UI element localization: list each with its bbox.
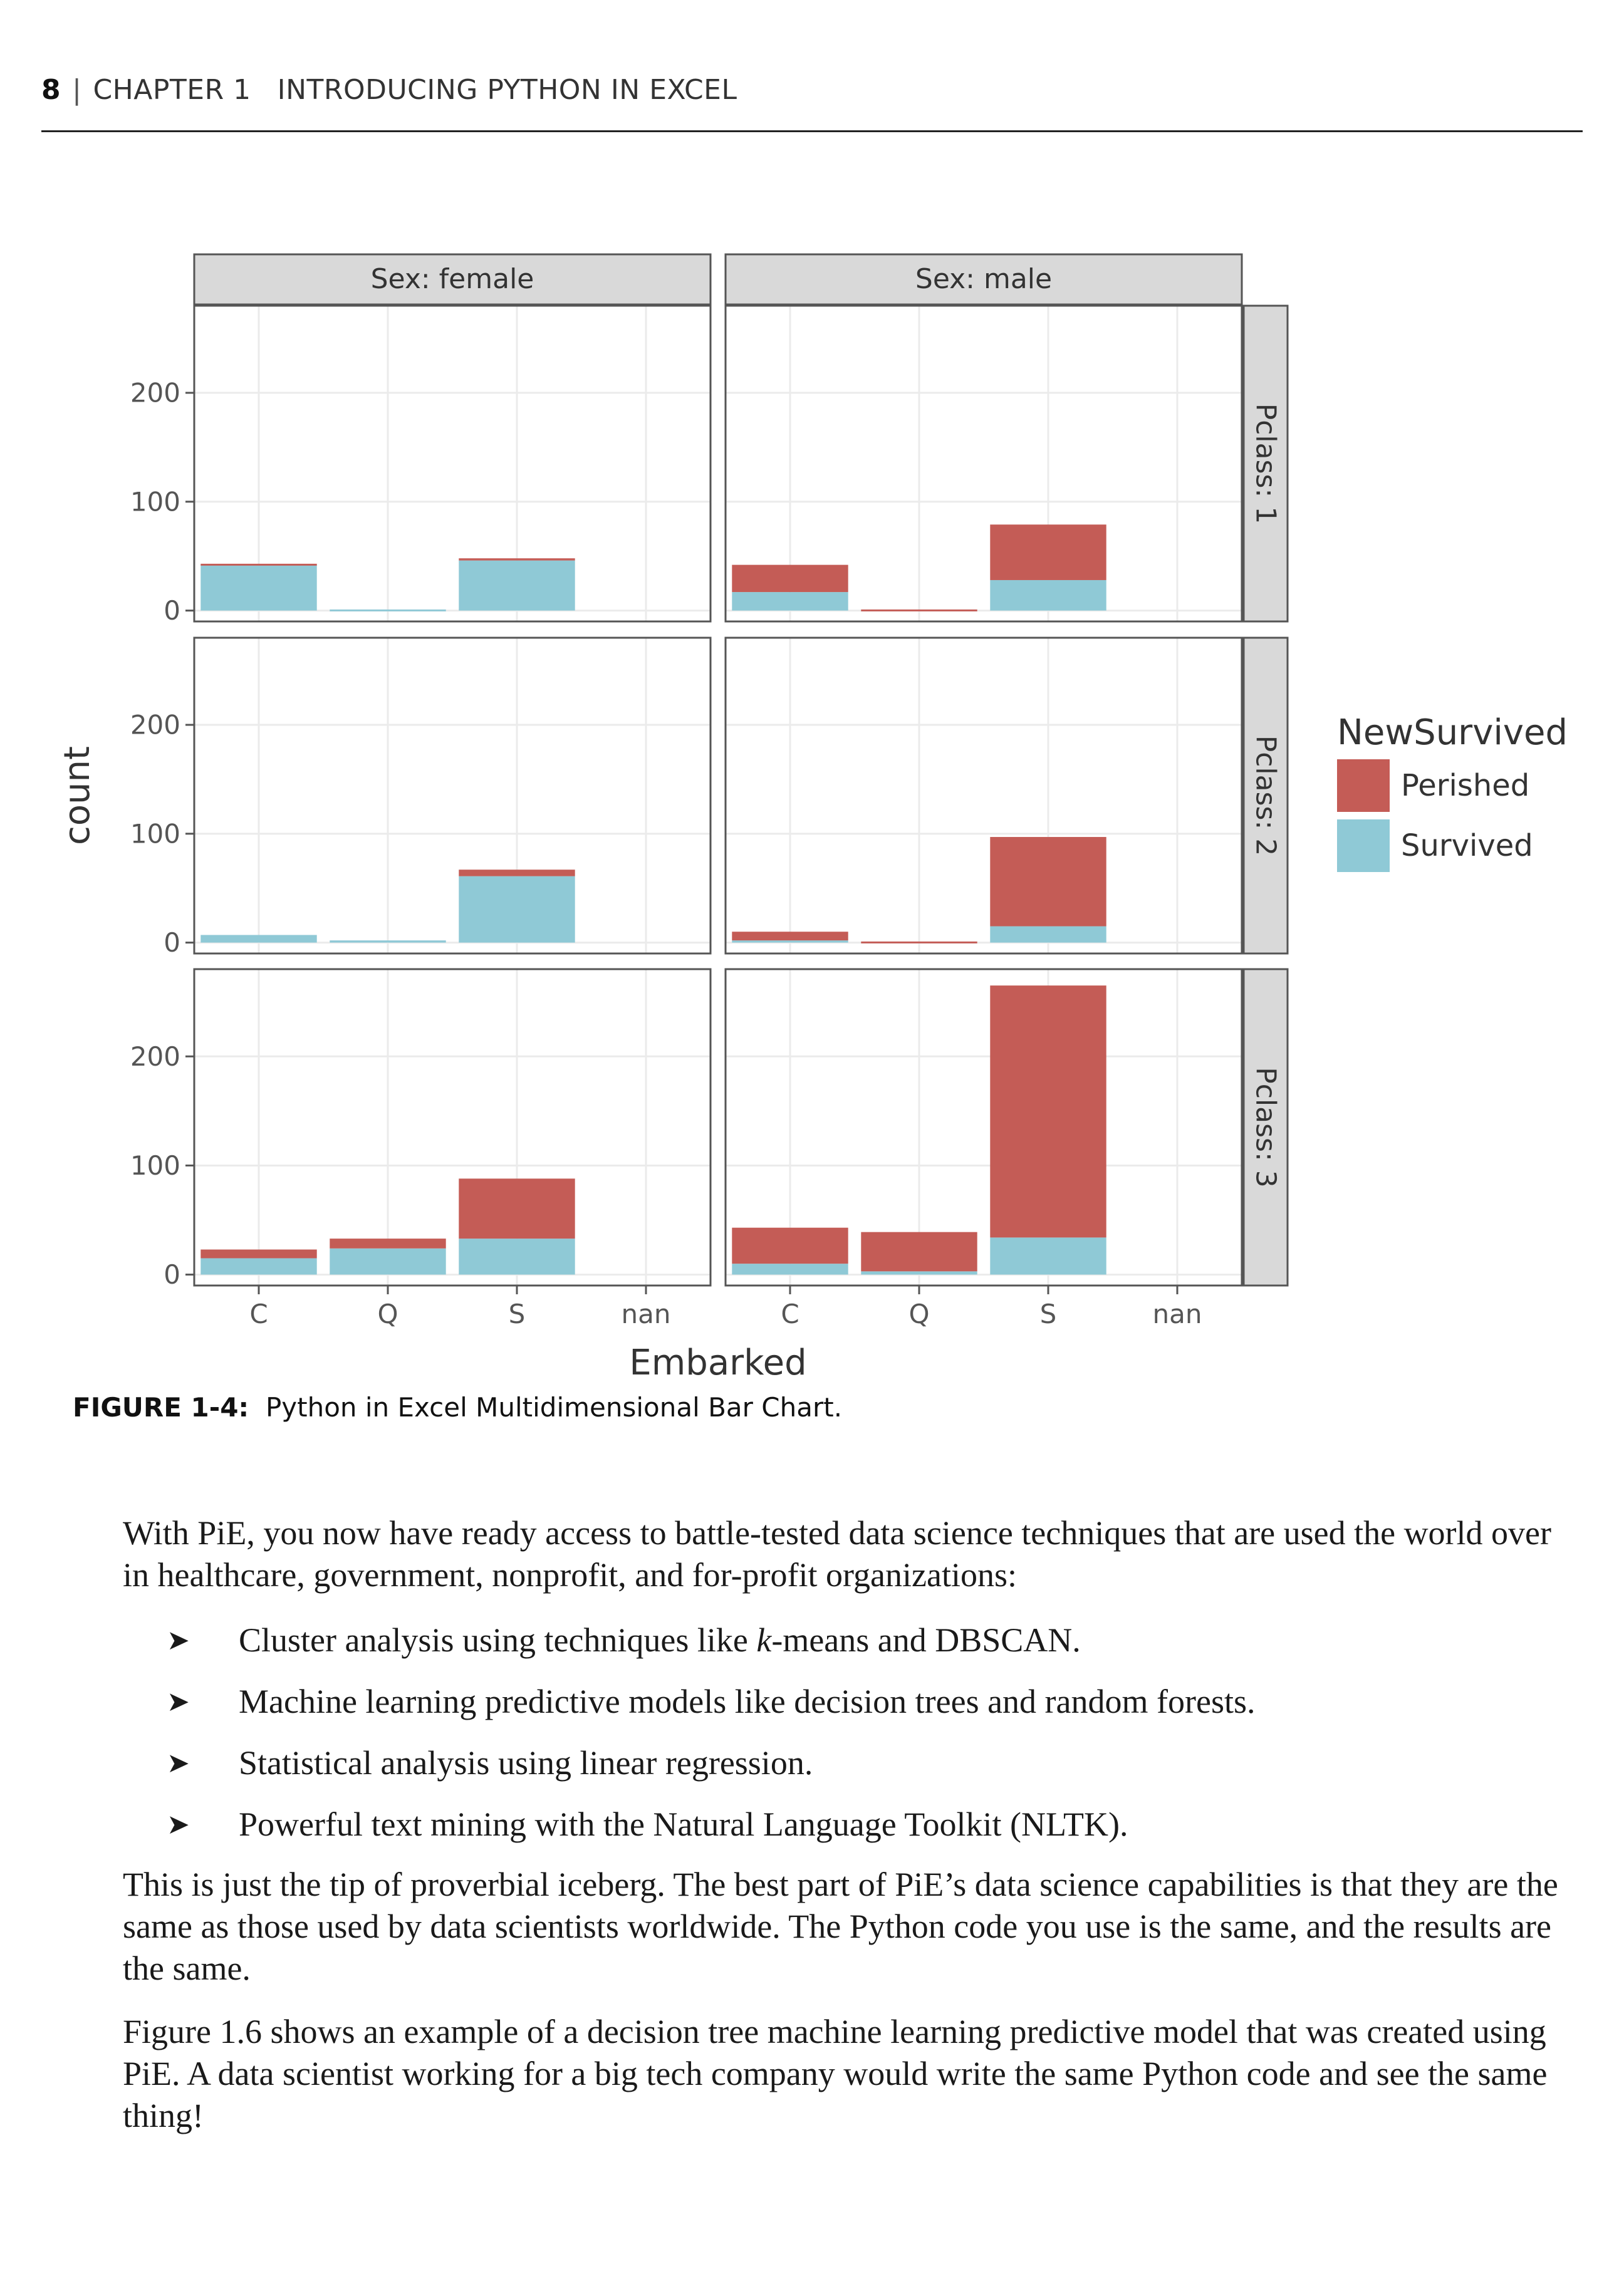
y-tick-label: 100 <box>130 486 180 517</box>
bar-survived-C <box>732 592 848 611</box>
chapter-title: INTRODUCING PYTHON IN EXCEL <box>277 74 737 106</box>
panel-background <box>726 638 1242 953</box>
facet-strip-pclass-3 <box>1242 968 1289 1287</box>
legend-swatch-perished <box>1337 759 1390 812</box>
bar-survived-S <box>459 1239 575 1275</box>
facet-strip-female <box>193 253 712 306</box>
x-tick-label: nan <box>622 1299 671 1329</box>
figure-caption-text: Python in Excel Multidimensional Bar Cha… <box>265 1392 843 1423</box>
panel-border <box>193 304 712 623</box>
bullet-arrow-icon: ➤ <box>167 1624 190 1656</box>
facet-strip-male <box>724 253 1243 306</box>
x-tick-label: Q <box>908 1299 929 1329</box>
bar-perished-S <box>459 1178 575 1239</box>
legend-label-survived: Survived <box>1401 828 1533 863</box>
bar-survived-C <box>200 935 317 943</box>
y-tick-label: 100 <box>130 818 180 849</box>
running-head: 8 | CHAPTER 1 INTRODUCING PYTHON IN EXCEL <box>41 74 737 106</box>
bar-perished-Q <box>861 941 977 943</box>
y-tick-label: 0 <box>164 927 180 958</box>
bar-perished-S <box>990 985 1106 1238</box>
facet-strip-pclass-2 <box>1242 636 1289 955</box>
bar-survived-Q <box>330 1248 446 1275</box>
y-tick-label: 200 <box>130 1041 180 1072</box>
bar-survived-Q <box>330 609 446 611</box>
y-axis-title: count <box>57 746 98 845</box>
bar-perished-C <box>732 1227 848 1264</box>
facet-label-pclass-1: Pclass: 1 <box>1250 403 1282 524</box>
facet-label-pclass-3: Pclass: 3 <box>1250 1067 1282 1188</box>
bar-perished-S <box>459 558 575 561</box>
legend-title: NewSurvived <box>1337 712 1568 753</box>
y-tick-label: 0 <box>164 1259 180 1290</box>
facet-label-pclass-2: Pclass: 2 <box>1250 735 1282 856</box>
panel-border <box>193 636 712 955</box>
running-head-separator: | <box>72 74 82 106</box>
facet-strip-pclass-1 <box>1242 304 1289 623</box>
x-tick-label: C <box>249 1299 268 1329</box>
bullet-arrow-icon: ➤ <box>167 1809 190 1841</box>
panel-background <box>194 638 710 953</box>
chapter-label: CHAPTER 1 <box>93 74 251 106</box>
bar-survived-S <box>459 876 575 943</box>
panel-border <box>193 968 712 1287</box>
x-tick-label: S <box>1040 1299 1057 1329</box>
paragraph-decision-tree: Figure 1.6 shows an example of a decisio… <box>123 2013 1548 2134</box>
panel-border <box>724 636 1243 955</box>
x-tick-label: nan <box>1153 1299 1202 1329</box>
bar-perished-Q <box>330 1239 446 1249</box>
legend-label-perished: Perished <box>1401 768 1529 803</box>
bar-perished-Q <box>861 1232 977 1272</box>
bar-perished-S <box>990 837 1106 927</box>
y-tick-label: 200 <box>130 378 180 408</box>
header-rule <box>41 130 1583 132</box>
facet-label-female: Sex: female <box>371 263 534 295</box>
bar-survived-C <box>200 564 317 611</box>
y-tick-label: 0 <box>164 595 180 626</box>
y-tick-label: 100 <box>130 1150 180 1181</box>
bar-survived-S <box>990 1237 1106 1275</box>
panel-border <box>724 968 1243 1287</box>
bar-survived-C <box>200 1258 317 1275</box>
bullet-item-cluster-analysis: ➤ Cluster analysis using techniques like… <box>123 1619 1585 1681</box>
figure-caption: FIGURE 1-4: Python in Excel Multidimensi… <box>73 1392 842 1423</box>
bar-perished-S <box>990 524 1106 580</box>
bar-perished-C <box>200 563 317 566</box>
legend-swatch-survived <box>1337 819 1390 872</box>
bar-survived-C <box>732 1264 848 1275</box>
faceted-bar-chart: Sex: female Sex: male Pclass: 1 Pclass: 2 Pc… <box>57 253 1568 1383</box>
bar-perished-C <box>732 564 848 593</box>
bar-survived-S <box>990 579 1106 611</box>
bar-perished-S <box>459 870 575 876</box>
bar-perished-C <box>200 1249 317 1259</box>
bar-survived-S <box>990 926 1106 943</box>
panel-background <box>194 969 710 1286</box>
bullet-item-text-mining: ➤ Powerful text mining with the Natural … <box>123 1804 1585 1865</box>
bar-survived-Q <box>861 1271 977 1275</box>
bullet-list: ➤ Cluster analysis using techniques like… <box>123 1619 1585 1865</box>
page-number: 8 <box>41 74 61 106</box>
bar-survived-Q <box>330 940 446 943</box>
x-tick-label: S <box>509 1299 526 1329</box>
x-tick-label: C <box>781 1299 799 1329</box>
x-tick-label: Q <box>377 1299 398 1329</box>
bar-perished-Q <box>861 609 977 611</box>
y-tick-label: 200 <box>130 710 180 740</box>
x-axis-title: Embarked <box>629 1343 806 1383</box>
panel-border <box>724 304 1243 623</box>
paragraph-iceberg: This is just the tip of proverbial icebe… <box>123 1866 1558 1987</box>
bullet-arrow-icon: ➤ <box>167 1686 190 1718</box>
bar-perished-C <box>732 932 848 941</box>
bar-survived-S <box>459 560 575 611</box>
bullet-item-statistical-analysis: ➤ Statistical analysis using linear regr… <box>123 1742 1585 1804</box>
bar-survived-C <box>732 940 848 943</box>
paragraph-intro: With PiE, you now have ready access to b… <box>123 1514 1551 1594</box>
facet-label-male: Sex: male <box>915 263 1052 295</box>
figure-caption-label: FIGURE 1-4: <box>73 1392 249 1423</box>
bullet-item-machine-learning: ➤ Machine learning predictive models lik… <box>123 1681 1585 1742</box>
bullet-arrow-icon: ➤ <box>167 1747 190 1779</box>
